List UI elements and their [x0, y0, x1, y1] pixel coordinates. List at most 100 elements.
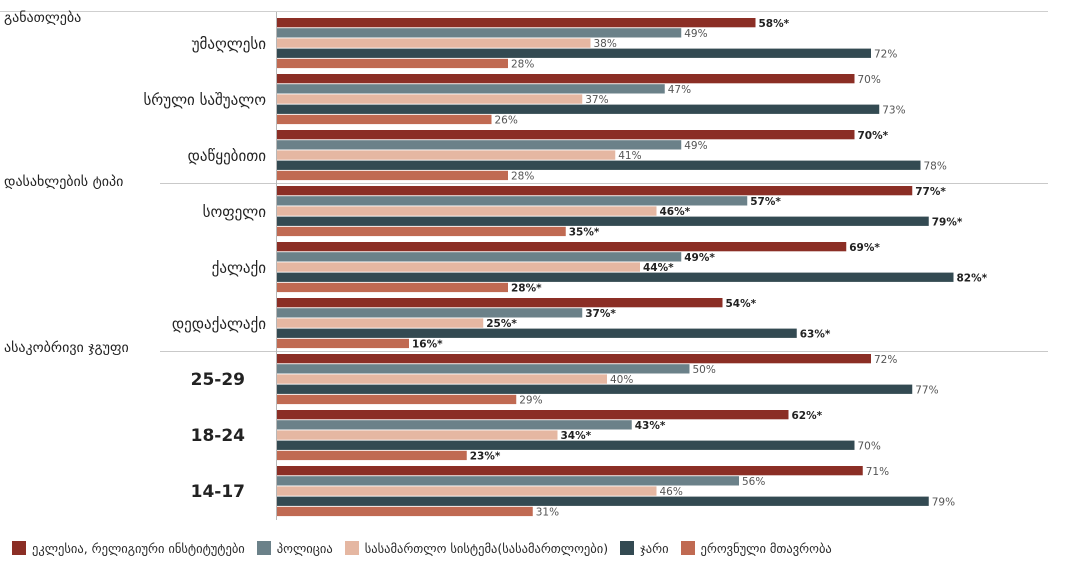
- legend-item-courts: სასამართლო სისტემა(სასამართლოები): [344, 540, 609, 556]
- data-label: 79%: [932, 496, 955, 508]
- bar: [277, 476, 739, 486]
- data-label: 49%: [684, 140, 707, 152]
- category-label: ქალაქი: [212, 259, 267, 277]
- bar: [277, 354, 871, 364]
- bar: [277, 262, 640, 272]
- data-label: 78%: [924, 160, 947, 172]
- data-label: 70%: [858, 74, 881, 86]
- legend-swatch: [344, 541, 359, 555]
- bar: [277, 430, 558, 440]
- data-label: 63%*: [800, 328, 831, 340]
- legend: ეკლესია, რელიგიური ინსტიტუტები პოლიცია ს…: [12, 536, 1062, 560]
- category-label: დედაქალაქი: [172, 315, 266, 333]
- data-label: 72%: [874, 354, 897, 366]
- data-label: 62%*: [792, 410, 823, 422]
- data-label: 46%*: [660, 206, 691, 218]
- data-label: 69%*: [849, 242, 880, 254]
- data-label: 71%: [866, 466, 889, 478]
- data-label: 44%*: [643, 262, 674, 274]
- data-label: 58%*: [759, 18, 790, 30]
- bar: [277, 196, 748, 206]
- data-label: 73%: [882, 104, 905, 116]
- bar: [277, 440, 855, 450]
- bar: [277, 160, 921, 170]
- data-label: 82%*: [957, 272, 988, 284]
- data-label: 16%*: [412, 339, 443, 351]
- category-label: უმაღლესი: [192, 35, 267, 53]
- bar: [277, 420, 632, 430]
- data-label: 77%: [915, 384, 938, 396]
- legend-item-army: ჯარი: [620, 540, 669, 556]
- data-label: 57%*: [750, 196, 781, 208]
- category-label: 18-24: [191, 426, 246, 446]
- bar: [277, 216, 929, 226]
- bar-chart: განათლება უმაღლესი 58%* 49% 38% 72% 28% სრული ს…: [0, 10, 1048, 520]
- bar: [277, 140, 682, 150]
- data-label: 37%: [585, 94, 608, 106]
- data-label: 70%: [858, 440, 881, 452]
- group-title: დასახლების ტიპი: [4, 174, 123, 190]
- legend-label: პოლიცია: [276, 540, 333, 556]
- legend-label: ეკლესია, რელიგიური ინსტიტუტები: [32, 540, 245, 556]
- bar: [277, 466, 863, 476]
- bar: [277, 242, 847, 252]
- data-label: 28%: [511, 171, 534, 183]
- bar: [277, 374, 607, 384]
- bar: [277, 186, 913, 196]
- bar: [277, 282, 508, 293]
- legend-swatch: [256, 541, 271, 555]
- bar: [277, 130, 855, 140]
- data-label: 46%: [660, 486, 683, 498]
- bar: [277, 318, 484, 328]
- data-label: 54%*: [726, 298, 757, 310]
- legend-swatch: [620, 541, 635, 555]
- legend-item-church: ეკლესია, რელიგიური ინსტიტუტები: [12, 541, 245, 556]
- legend-swatch: [12, 541, 26, 555]
- bar: [277, 486, 657, 496]
- data-label: 56%: [742, 476, 765, 488]
- bar: [277, 170, 508, 181]
- data-label: 26%: [495, 115, 518, 127]
- data-label: 47%: [668, 84, 691, 96]
- legend-label: ჯარი: [640, 540, 669, 556]
- category-label: 14-17: [191, 482, 245, 502]
- data-label: 50%: [693, 364, 716, 376]
- bar: [277, 272, 954, 282]
- bar: [277, 226, 566, 237]
- bar: [277, 38, 591, 48]
- data-label: 40%: [610, 374, 633, 386]
- bar: [277, 74, 855, 84]
- legend-item-police: პოლიცია: [256, 540, 333, 556]
- bar: [277, 364, 690, 374]
- bar: [277, 450, 467, 461]
- bar: [277, 48, 871, 58]
- data-label: 25%*: [486, 318, 517, 330]
- data-label: 28%*: [511, 283, 542, 295]
- category-label: დაწყებითი: [188, 147, 267, 165]
- data-label: 43%*: [635, 420, 666, 432]
- data-label: 29%: [519, 395, 542, 407]
- legend-item-government: ეროვნული მთავრობა: [680, 540, 832, 556]
- bar: [277, 58, 508, 69]
- data-label: 28%: [511, 59, 534, 71]
- legend-label: სასამართლო სისტემა(სასამართლოები): [364, 540, 609, 556]
- data-label: 37%*: [585, 308, 616, 320]
- bar: [277, 328, 797, 338]
- bar: [277, 94, 583, 104]
- bar: [277, 338, 409, 349]
- data-label: 70%*: [858, 130, 889, 142]
- legend-swatch: [680, 541, 695, 555]
- legend-label: ეროვნული მთავრობა: [700, 540, 832, 556]
- bar: [277, 384, 913, 394]
- category-label: 25-29: [191, 370, 245, 390]
- bar: [277, 410, 789, 420]
- data-label: 49%: [684, 28, 707, 40]
- data-label: 31%: [536, 507, 559, 519]
- bar: [277, 308, 583, 318]
- bar: [277, 506, 533, 517]
- bar: [277, 206, 657, 216]
- bar: [277, 150, 616, 160]
- group-title: ასაკობრივი ჯგუფი: [4, 339, 129, 356]
- bar: [277, 394, 517, 405]
